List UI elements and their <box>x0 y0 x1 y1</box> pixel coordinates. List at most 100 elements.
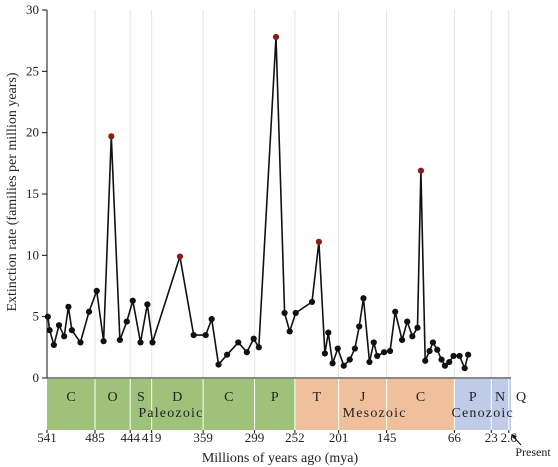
period-band <box>130 379 152 430</box>
x-tick-label: 419 <box>142 430 162 445</box>
data-point <box>356 323 363 330</box>
x-tick-label: 359 <box>193 430 213 445</box>
data-point <box>422 357 429 364</box>
data-point <box>50 341 57 348</box>
period-band <box>203 379 255 430</box>
period-label: T <box>312 390 321 405</box>
y-tick-label: 10 <box>26 247 39 262</box>
data-point <box>215 361 222 368</box>
period-label: J <box>360 390 366 405</box>
period-label: P <box>271 390 279 405</box>
data-point <box>360 295 367 302</box>
data-point <box>374 352 381 360</box>
data-point <box>351 345 359 352</box>
data-point <box>149 339 156 346</box>
y-tick-label: 0 <box>33 370 40 385</box>
period-label: D <box>172 390 182 405</box>
data-point <box>380 349 388 356</box>
x-tick-label: 485 <box>85 430 105 445</box>
data-point <box>224 351 231 358</box>
data-point <box>190 331 197 339</box>
data-point <box>123 318 130 325</box>
x-tick-label: 201 <box>329 430 349 445</box>
data-point <box>308 298 316 306</box>
series-layer <box>44 33 472 372</box>
data-point <box>370 339 377 346</box>
data-point <box>404 318 411 325</box>
x-tick-label: 541 <box>37 430 57 445</box>
data-point <box>202 331 209 339</box>
extinction-series-line <box>47 36 469 369</box>
mass-extinction-peak-point <box>417 167 425 174</box>
era-label: Paleozoic <box>138 406 203 421</box>
data-point <box>321 350 328 357</box>
data-point <box>340 362 347 369</box>
x-tick-label: 66 <box>448 430 462 445</box>
data-point <box>429 339 437 346</box>
period-band <box>47 379 96 430</box>
data-point <box>438 356 445 363</box>
present-label: Present <box>515 445 551 459</box>
period-band <box>338 379 387 430</box>
data-point <box>426 347 433 355</box>
data-point <box>446 358 453 366</box>
data-point <box>85 308 93 315</box>
data-point <box>334 345 341 352</box>
x-tick-label: 252 <box>285 430 305 445</box>
data-point <box>100 338 107 345</box>
period-band <box>454 379 492 430</box>
period-band <box>151 379 204 430</box>
data-point <box>434 346 441 353</box>
data-point <box>46 327 53 334</box>
period-label: C <box>224 390 233 405</box>
period-label: N <box>495 390 505 405</box>
era-label: Mesozoic <box>343 406 407 421</box>
period-label: P <box>469 390 477 405</box>
data-point <box>61 333 68 340</box>
y-tick-label: 20 <box>26 125 39 140</box>
mass-extinction-peak-point <box>176 253 184 260</box>
data-point <box>414 324 421 331</box>
period-label: C <box>66 390 75 405</box>
period-band <box>508 379 511 430</box>
data-point <box>44 313 51 320</box>
y-tick-label: 25 <box>26 63 39 78</box>
data-point <box>144 301 151 308</box>
data-point <box>386 347 394 355</box>
x-axis-label: Millions of years ago (mya) <box>202 451 359 466</box>
data-point <box>93 287 100 295</box>
period-band <box>294 379 339 430</box>
period-label: Q <box>516 390 526 405</box>
data-point <box>281 309 288 317</box>
data-point <box>461 365 468 372</box>
y-axis-label: Extinction rate (families per million ye… <box>5 72 20 311</box>
data-point <box>286 328 293 335</box>
data-point <box>116 336 124 344</box>
data-point <box>235 339 242 346</box>
present-arrow-head <box>511 434 517 439</box>
data-point <box>441 362 449 369</box>
period-band <box>386 379 455 430</box>
present-marker: Present <box>511 434 551 459</box>
data-point <box>325 329 332 336</box>
data-point <box>292 309 299 317</box>
data-point <box>250 335 257 342</box>
mass-extinction-peak-point <box>108 133 115 140</box>
period-band <box>95 379 131 430</box>
data-point <box>392 308 399 315</box>
era-label: Cenozoic <box>451 406 513 421</box>
data-point <box>55 322 63 329</box>
period-band <box>491 379 509 430</box>
grid-layer <box>94 10 510 378</box>
data-point <box>255 344 262 351</box>
data-point <box>77 339 84 346</box>
mass-extinction-peak-point <box>315 238 322 245</box>
data-point <box>243 349 250 356</box>
period-label: O <box>108 390 118 405</box>
data-point <box>346 356 353 363</box>
axis-layer: 0 5 10 15 20 25 30 541 485 444 419 359 299 252 201 145 6… <box>26 2 517 445</box>
data-point <box>366 358 373 366</box>
y-tick-label: 30 <box>26 2 39 17</box>
period-band-layer: C O S D C P T J C P N Q Paleozoic Mesozoic Cenozoic <box>47 379 526 430</box>
